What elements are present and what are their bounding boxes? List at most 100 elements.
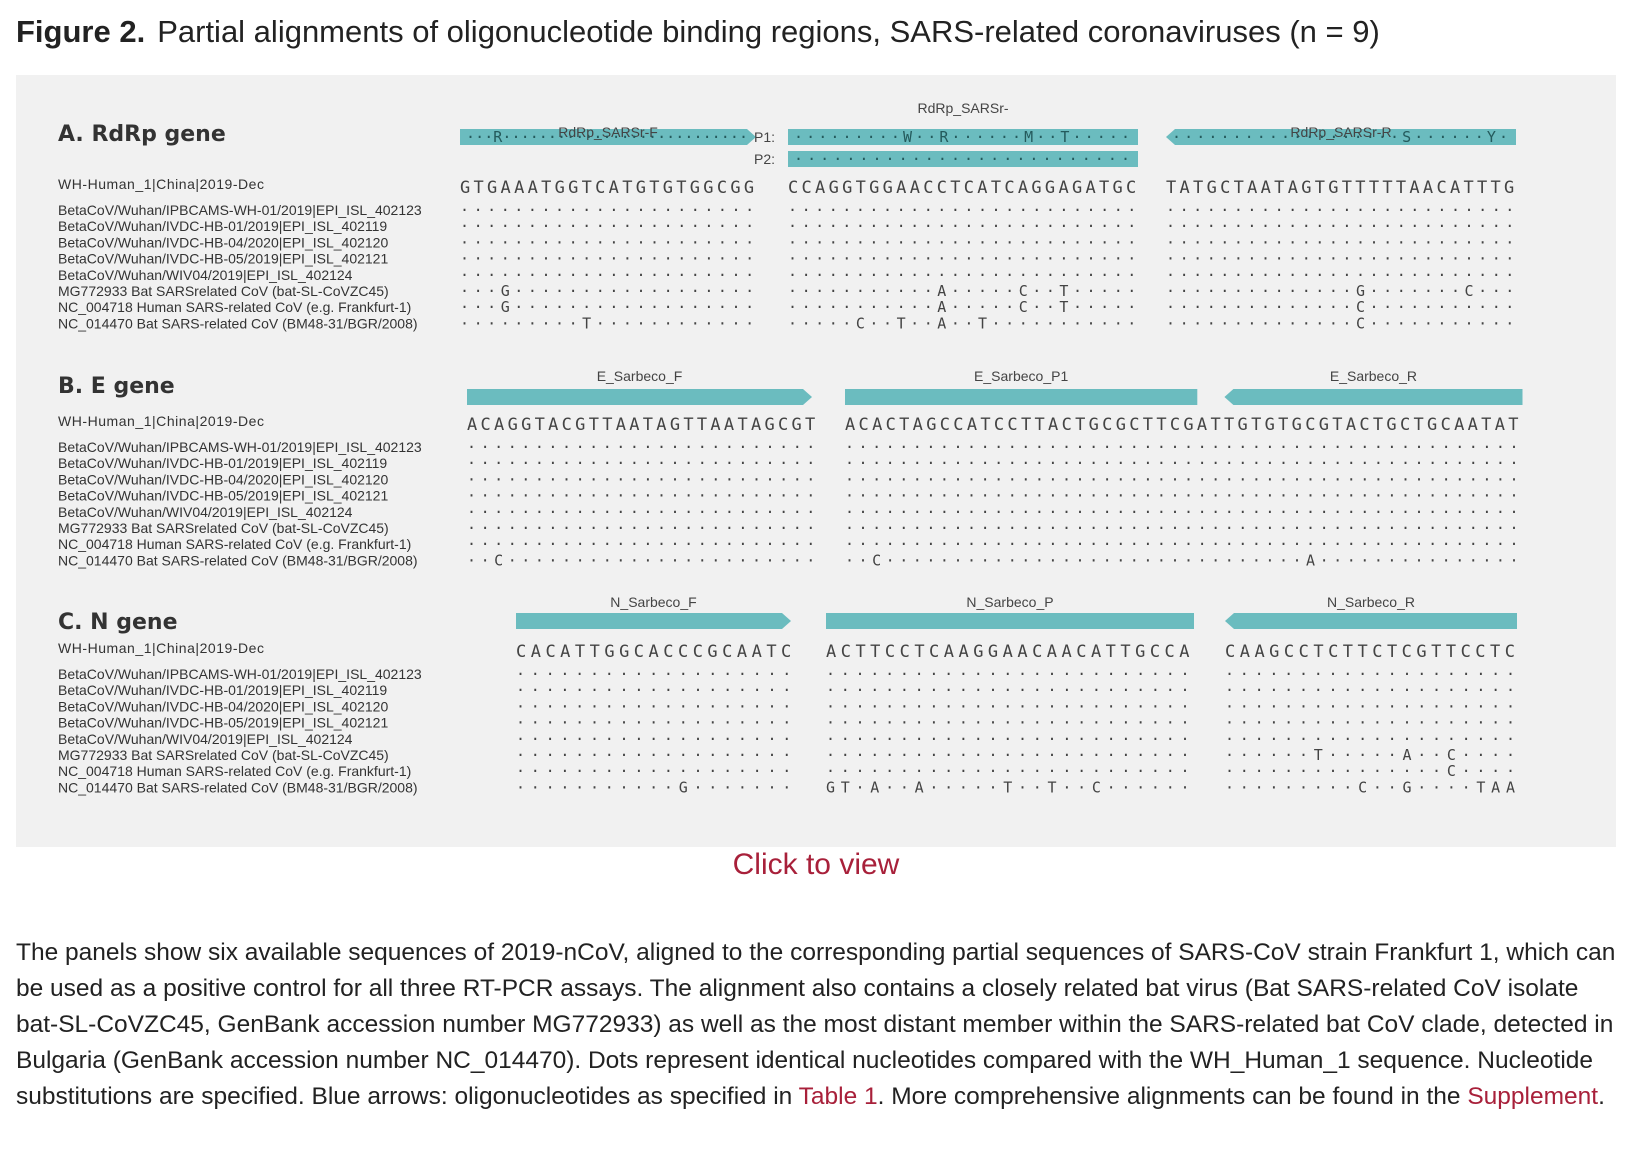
primer-name: RdRp_SARSr-R [1290, 124, 1391, 140]
reference-sequence: CCAGGTGGAACCTCATCAGGAGATGC [788, 178, 1136, 198]
sequence-label: NC_004718 Human SARS-related CoV (e.g. F… [58, 763, 411, 779]
panel-heading: B. E gene [58, 374, 175, 399]
sequence-label: BetaCoV/Wuhan/IVDC-HB-05/2019|EPI_ISL_40… [58, 715, 388, 731]
table-1-link[interactable]: Table 1 [798, 1083, 878, 1110]
caption-text-2: . More comprehensive alignments can be f… [877, 1083, 1468, 1110]
oligonucleotide-arrow [460, 129, 756, 145]
sequence-label: BetaCoV/Wuhan/IVDC-HB-05/2019|EPI_ISL_40… [58, 251, 388, 267]
sequence-label: BetaCoV/Wuhan/IVDC-HB-05/2019|EPI_ISL_40… [58, 488, 388, 504]
sequence-label: BetaCoV/Wuhan/IPBCAMS-WH-01/2019|EPI_ISL… [58, 202, 422, 218]
sequence-label: NC_014470 Bat SARS-related CoV (BM48-31/… [58, 552, 418, 568]
primer-sequence-code: ···R··························· [466, 128, 748, 146]
aligned-sequence-row: ·························· [1166, 217, 1514, 235]
sequence-label: NC_004718 Human SARS-related CoV (e.g. F… [58, 536, 411, 552]
aligned-sequence-row: ·························· [467, 487, 815, 505]
aligned-sequence-row: ························· [826, 730, 1190, 748]
reference-sequence: ACTTCCTCAAGGAACAACATTGCCA [826, 642, 1190, 662]
aligned-sequence-row: ·························· [467, 470, 815, 488]
oligonucleotide-arrow [826, 613, 1194, 629]
primer-name: N_Sarbeco_F [610, 594, 696, 610]
aligned-sequence-row: ·········C··G····TAA [1225, 778, 1515, 796]
aligned-sequence-row: ·························· [1166, 250, 1514, 268]
aligned-sequence-row: GT·A··A·····T··T··C······ [826, 778, 1190, 796]
sequence-label: BetaCoV/Wuhan/IVDC-HB-04/2020|EPI_ISL_40… [58, 698, 388, 714]
aligned-sequence-row: ························· [826, 762, 1190, 780]
aligned-sequence-row: ·························· [1166, 266, 1514, 284]
figure-label: Figure 2. [16, 14, 146, 49]
reference-sequence: ACAGGTACGTTAATAGTTAATAGCGT [467, 415, 815, 435]
reference-sequence: GTGAAATGGTCATGTGTGGCGG [460, 178, 754, 198]
aligned-sequence-row: ·························· [788, 217, 1136, 235]
aligned-sequence-row: ·························· [467, 503, 815, 521]
sequence-label: BetaCoV/Wuhan/IPBCAMS-WH-01/2019|EPI_ISL… [58, 439, 422, 455]
oligonucleotide-arrow [788, 151, 1138, 167]
primer-name: N_Sarbeco_P [966, 594, 1053, 610]
caption-text-3: . [1598, 1083, 1605, 1110]
oligonucleotide-arrow [788, 129, 1138, 145]
aligned-sequence-row: ························· [826, 665, 1190, 683]
sequence-label: NC_014470 Bat SARS-related CoV (BM48-31/… [58, 779, 418, 795]
aligned-sequence-row: ··C······················· [467, 551, 815, 569]
reference-sequence-label: WH-Human_1|China|2019-Dec [58, 176, 264, 192]
oligonucleotide-arrow [516, 613, 791, 629]
alignment-figure: A. RdRp gene WH-Human_1|China|2019-Dec Bet… [58, 100, 1523, 796]
primer-name: E_Sarbeco_R [1330, 368, 1417, 384]
sequence-label: MG772933 Bat SARSrelated CoV (bat-SL-CoV… [58, 283, 389, 299]
aligned-sequence-row: ·························· [467, 438, 815, 456]
sequence-label: BetaCoV/Wuhan/WIV04/2019|EPI_ISL_402124 [58, 267, 353, 283]
oligonucleotide-arrow [467, 389, 812, 405]
aligned-sequence-row: ···········A·····C··T····· [788, 298, 1136, 316]
reference-sequence: TATGCTAATAGTGTTTTTAACATTTG [1166, 178, 1514, 198]
reference-sequence: CACATTGGCACCCGCAATC [516, 642, 791, 662]
aligned-sequence-row: ··············G·······C··· [1166, 282, 1514, 300]
aligned-sequence-row: ·········T············ [460, 314, 754, 332]
oligonucleotide-arrow [1225, 613, 1517, 629]
sequence-label: NC_014470 Bat SARS-related CoV (BM48-31/… [58, 315, 418, 331]
aligned-sequence-row: ·························· [467, 535, 815, 553]
figure-image[interactable]: A. RdRp gene WH-Human_1|China|2019-Dec Bet… [16, 75, 1616, 847]
oligonucleotide-arrow [1166, 129, 1516, 145]
oligonucleotide-arrow [845, 389, 1198, 405]
aligned-sequence-row: ·························· [788, 233, 1136, 251]
click-to-view-link[interactable]: Click to view [732, 848, 900, 881]
aligned-sequence-row: ··············C··········· [1166, 314, 1514, 332]
sequence-label: BetaCoV/Wuhan/IVDC-HB-01/2019|EPI_ISL_40… [58, 218, 387, 234]
sequence-label: BetaCoV/Wuhan/IVDC-HB-01/2019|EPI_ISL_40… [58, 682, 387, 698]
probe-prefix: P2: [754, 151, 775, 167]
sequence-label: BetaCoV/Wuhan/IPBCAMS-WH-01/2019|EPI_ISL… [58, 666, 422, 682]
aligned-sequence-row: ··············C··········· [1166, 298, 1514, 316]
probe-name: RdRp_SARSr- [917, 100, 1008, 116]
aligned-sequence-row: ·························· [1166, 233, 1514, 251]
sequence-label: BetaCoV/Wuhan/WIV04/2019|EPI_ISL_402124 [58, 504, 353, 520]
sequence-label: BetaCoV/Wuhan/IVDC-HB-04/2020|EPI_ISL_40… [58, 471, 388, 487]
primer-name: N_Sarbeco_R [1327, 594, 1415, 610]
aligned-sequence-row: ·························· [788, 201, 1136, 219]
reference-sequence: CAAGCCTCTTCTCGTTCCTC [1225, 642, 1515, 662]
aligned-sequence-row: ·························· [1166, 201, 1514, 219]
caption-text-1: The panels show six available sequences … [16, 939, 1616, 1110]
sequence-label: MG772933 Bat SARSrelated CoV (bat-SL-CoV… [58, 520, 389, 536]
reference-sequence-label: WH-Human_1|China|2019-Dec [58, 413, 264, 429]
sequence-label: BetaCoV/Wuhan/IVDC-HB-01/2019|EPI_ISL_40… [58, 455, 387, 471]
aligned-sequence-row: ·························· [788, 250, 1136, 268]
figure-caption: The panels show six available sequences … [16, 935, 1626, 1115]
aligned-sequence-row: ·····C··T··A··T··········· [788, 314, 1136, 332]
aligned-sequence-row: ························· [826, 681, 1190, 699]
aligned-sequence-row: ························· [826, 714, 1190, 732]
sequence-label: BetaCoV/Wuhan/WIV04/2019|EPI_ISL_402124 [58, 731, 353, 747]
panel-heading: A. RdRp gene [58, 122, 226, 147]
sequence-label: NC_004718 Human SARS-related CoV (e.g. F… [58, 299, 411, 315]
figure-title: Figure 2. Partial alignments of oligonucl… [16, 14, 1380, 50]
aligned-sequence-row: ·························· [467, 454, 815, 472]
aligned-sequence-row: ···········G······· [516, 778, 791, 796]
aligned-sequence-row: ························· [826, 697, 1190, 715]
reference-sequence: ACACTAGCCATCCTTACTGCGCTTCGATTGTGTGCGTACT… [845, 415, 1519, 435]
primer-name: RdRp_SARSr-F [558, 124, 658, 140]
oligonucleotide-arrow [1224, 389, 1523, 405]
sequence-label: MG772933 Bat SARSrelated CoV (bat-SL-CoV… [58, 747, 389, 763]
reference-sequence-label: WH-Human_1|China|2019-Dec [58, 640, 264, 656]
sequence-label: BetaCoV/Wuhan/IVDC-HB-04/2020|EPI_ISL_40… [58, 234, 388, 250]
aligned-sequence-row: ·························· [788, 266, 1136, 284]
figure-title-text: Partial alignments of oligonucleotide bi… [157, 14, 1380, 49]
supplement-link[interactable]: Supplement [1467, 1083, 1599, 1110]
